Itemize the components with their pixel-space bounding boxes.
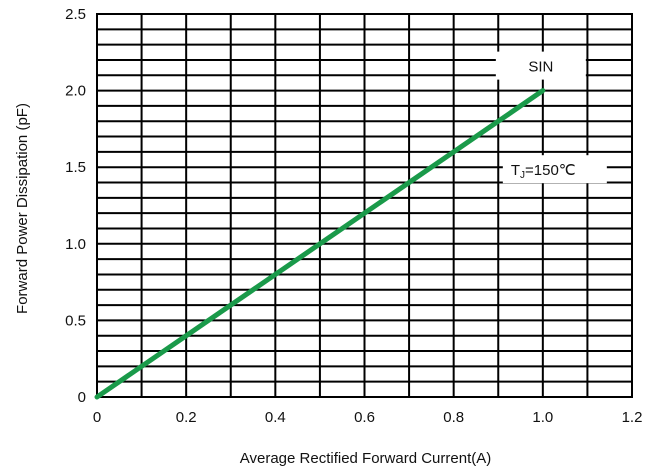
annotation-tj-background	[502, 155, 607, 184]
x-tick-labels: 0 0.2 0.4 0.6 0.8 1.0 1.2	[93, 409, 643, 426]
x-tick-label: 1.0	[532, 409, 553, 426]
x-axis-title: Average Rectified Forward Current(A)	[240, 450, 491, 467]
series-line	[94, 88, 546, 400]
annotation-tj-label: TJ=150℃	[511, 162, 576, 181]
y-tick-label: 0	[78, 389, 86, 406]
annotation-tj: TJ=150℃	[502, 155, 607, 184]
series-layer	[94, 88, 546, 400]
horizontal-gridlines	[97, 28, 632, 383]
x-tick-label: 0.8	[443, 409, 464, 426]
annotation-tj-main: T	[511, 162, 520, 179]
y-tick-label: 2.0	[65, 83, 86, 100]
y-tick-labels: 0 0.5 1.0 1.5 2.0 2.5	[65, 6, 86, 406]
y-tick-label: 1.0	[65, 236, 86, 253]
annotation-tj-rest: =150℃	[525, 162, 576, 179]
x-tick-label: 0.2	[176, 409, 197, 426]
x-tick-label: 0.4	[265, 409, 286, 426]
y-tick-label: 1.5	[65, 159, 86, 176]
annotation-tj-subscript: J	[520, 170, 525, 181]
annotation-sin: SIN	[495, 51, 586, 80]
annotation-sin-label: SIN	[528, 59, 553, 76]
annotation-sin-background	[495, 51, 586, 80]
x-tick-label: 0.6	[354, 409, 375, 426]
y-tick-label: 2.5	[65, 6, 86, 23]
vertical-gridlines	[140, 14, 589, 397]
x-tick-label: 0	[93, 409, 101, 426]
plot-frame	[96, 13, 633, 398]
y-axis-title: Forward Power Dissipation (pF)	[14, 103, 31, 314]
x-tick-label: 1.2	[622, 409, 643, 426]
y-tick-label: 0.5	[65, 312, 86, 329]
